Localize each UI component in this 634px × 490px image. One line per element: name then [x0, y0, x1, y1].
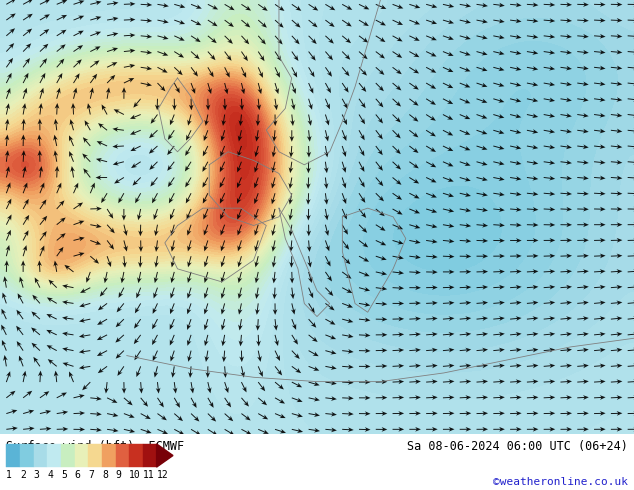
Text: 12: 12 — [157, 469, 169, 480]
Bar — [75, 444, 88, 467]
Text: 1: 1 — [6, 469, 12, 480]
Bar — [143, 444, 157, 467]
Bar — [115, 444, 129, 467]
Text: 10: 10 — [129, 469, 141, 480]
Text: 9: 9 — [115, 469, 122, 480]
Bar — [20, 444, 34, 467]
Text: ©weatheronline.co.uk: ©weatheronline.co.uk — [493, 477, 628, 487]
Bar — [129, 444, 143, 467]
Text: 8: 8 — [102, 469, 108, 480]
Text: 11: 11 — [143, 469, 155, 480]
Text: 6: 6 — [75, 469, 81, 480]
Polygon shape — [157, 444, 173, 467]
Text: 2: 2 — [20, 469, 26, 480]
Text: 4: 4 — [48, 469, 53, 480]
Bar — [102, 444, 115, 467]
Bar — [34, 444, 48, 467]
Text: 7: 7 — [88, 469, 94, 480]
Text: Surface wind (bft)  ECMWF: Surface wind (bft) ECMWF — [6, 441, 184, 453]
Bar — [88, 444, 102, 467]
Bar — [61, 444, 75, 467]
Text: 3: 3 — [34, 469, 39, 480]
Bar — [6, 444, 20, 467]
Text: Sa 08-06-2024 06:00 UTC (06+24): Sa 08-06-2024 06:00 UTC (06+24) — [407, 441, 628, 453]
Bar — [48, 444, 61, 467]
Text: 5: 5 — [61, 469, 67, 480]
